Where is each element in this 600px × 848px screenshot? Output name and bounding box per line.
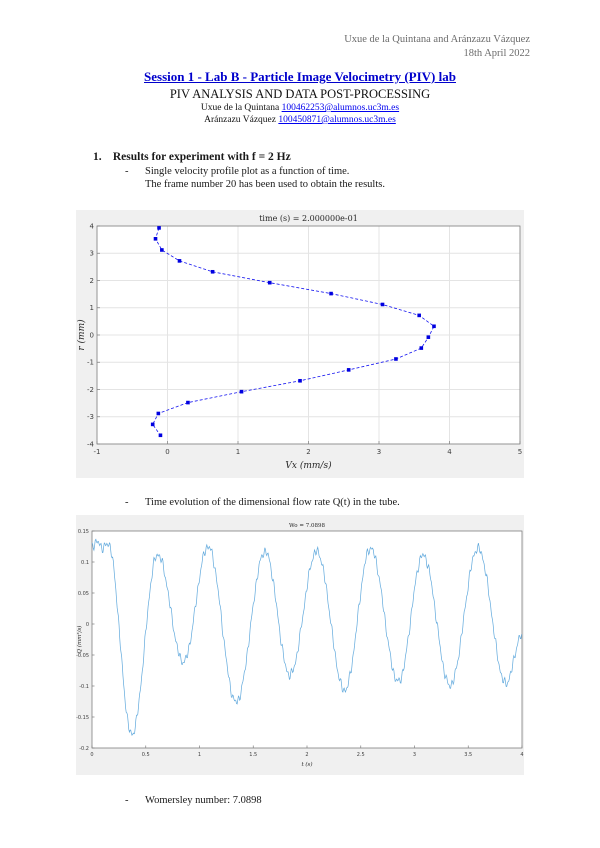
svg-text:-0.15: -0.15 [76, 715, 89, 721]
author-1-email-link[interactable]: 100462253@alumnos.uc3m.es [281, 103, 400, 113]
svg-text:r (mm): r (mm) [76, 319, 87, 351]
bullet-flow-rate-text: Time evolution of the dimensional flow r… [145, 497, 400, 508]
document-subtitle: PIV ANALYSIS AND DATA POST-PROCESSING [169, 87, 431, 101]
author-1-name: Uxue de la Quintana [200, 103, 280, 113]
svg-text:4: 4 [90, 222, 95, 230]
bullet-flow-rate: - Time evolution of the dimensional flow… [125, 497, 400, 508]
svg-text:-2: -2 [87, 386, 94, 394]
svg-text:1: 1 [236, 448, 240, 456]
flow-rate-chart: 0 0.5 1 1.5 2 2.5 3 3.5 4 0.15 0.1 0.05 0 -0.05 -0.1 -0… [76, 523, 524, 768]
womersley-number-text: Womersley number: 7.0898 [145, 795, 262, 806]
section-heading-text: Results for experiment with f = 2 Hz [112, 151, 291, 163]
section-heading: 1. Results for experiment with f = 2 Hz [93, 151, 291, 163]
svg-text:2: 2 [305, 752, 308, 758]
svg-text:2: 2 [90, 277, 94, 285]
bullet-velocity-profile-text: Single velocity profile plot as a functi… [145, 166, 350, 177]
svg-text:4: 4 [520, 752, 523, 758]
svg-text:0: 0 [165, 448, 169, 456]
section-number: 1. [93, 151, 102, 163]
bullet-womersley: - Womersley number: 7.0898 [125, 795, 262, 806]
bullet-dash: - [125, 795, 129, 806]
svg-text:time (s) = 2.000000e-01: time (s) = 2.000000e-01 [259, 214, 358, 223]
page-header: Uxue de la Quintana and Aránzazu Vázquez… [344, 33, 530, 61]
svg-text:-1: -1 [94, 448, 101, 456]
svg-text:0.5: 0.5 [142, 752, 150, 758]
svg-text:-0.05: -0.05 [76, 653, 89, 659]
svg-text:2: 2 [306, 448, 310, 456]
svg-text:3: 3 [90, 250, 94, 258]
svg-text:-0.2: -0.2 [79, 746, 89, 752]
svg-text:0: 0 [86, 622, 89, 628]
svg-text:1: 1 [198, 752, 201, 758]
svg-text:5: 5 [518, 448, 522, 456]
svg-text:-4: -4 [87, 440, 95, 448]
svg-text:4: 4 [447, 448, 452, 456]
svg-text:Vx (mm/s): Vx (mm/s) [285, 460, 332, 471]
svg-text:3.5: 3.5 [464, 752, 472, 758]
author-line-1: Uxue de la Quintana 100462253@alumnos.uc… [0, 103, 600, 113]
svg-text:-3: -3 [87, 413, 94, 421]
bullet-dash: - [125, 166, 129, 177]
svg-text:0.05: 0.05 [78, 591, 89, 597]
svg-text:0: 0 [90, 331, 94, 339]
svg-text:3: 3 [413, 752, 416, 758]
flow-rate-figure: 0 0.5 1 1.5 2 2.5 3 3.5 4 0.15 0.1 0.05 0 -0.05 -0.1 -0… [76, 515, 524, 775]
document-title: Session 1 - Lab B - Particle Image Veloc… [0, 69, 600, 85]
svg-text:1.5: 1.5 [249, 752, 257, 758]
author-2-email-link[interactable]: 100450871@alumnos.uc3m.es [278, 115, 396, 125]
svg-text:Q (mm³/s): Q (mm³/s) [76, 626, 83, 654]
svg-text:1: 1 [90, 304, 94, 312]
svg-text:-1: -1 [87, 359, 94, 367]
velocity-profile-chart: -1 0 1 2 3 4 5 -4 -3 -2 -1 0 1 2 3 4 time (s) = 2.000000… [76, 214, 522, 471]
author-2-name: Aránzazu Vázquez [204, 115, 276, 125]
svg-text:0.15: 0.15 [78, 529, 89, 535]
author-line-2: Aránzazu Vázquez 100450871@alumnos.uc3m.… [0, 115, 600, 125]
svg-text:t (s): t (s) [301, 761, 312, 768]
svg-text:2.5: 2.5 [357, 752, 365, 758]
header-authors: Uxue de la Quintana and Aránzazu Vázquez [344, 34, 530, 45]
svg-text:Wo = 7.0898: Wo = 7.0898 [289, 523, 325, 529]
velocity-profile-figure: -1 0 1 2 3 4 5 -4 -3 -2 -1 0 1 2 3 4 time (s) = 2.000000… [76, 210, 524, 478]
svg-text:-0.1: -0.1 [79, 684, 89, 690]
bullet-dash: - [125, 497, 129, 508]
bullet-velocity-profile: - Single velocity profile plot as a func… [125, 166, 350, 177]
header-date: 18th April 2022 [463, 48, 530, 59]
svg-text:0: 0 [90, 752, 93, 758]
frame-number-note-text: The frame number 20 has been used to obt… [145, 179, 385, 190]
svg-text:0.1: 0.1 [81, 560, 89, 566]
document-title-link[interactable]: Session 1 - Lab B - Particle Image Veloc… [144, 69, 456, 84]
frame-number-note: The frame number 20 has been used to obt… [145, 179, 385, 190]
svg-text:3: 3 [377, 448, 381, 456]
